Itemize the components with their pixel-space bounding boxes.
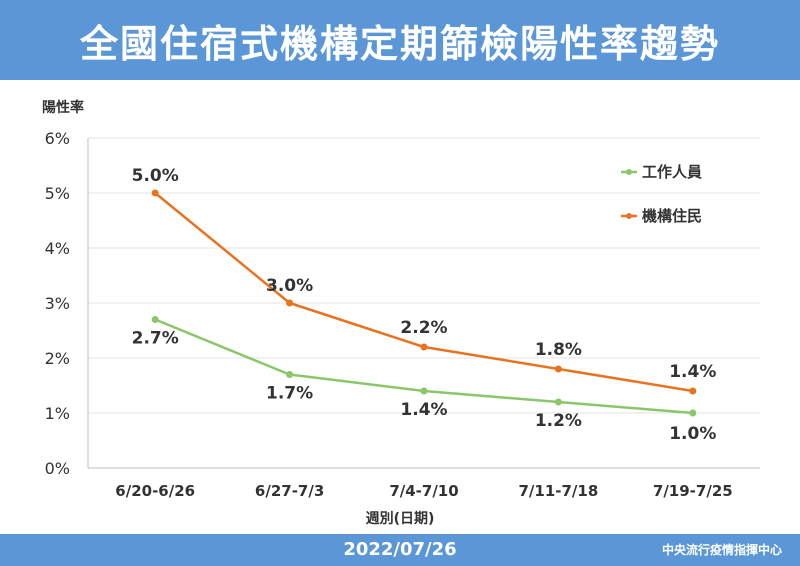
data-point bbox=[554, 365, 562, 373]
data-label: 1.8% bbox=[535, 340, 582, 360]
data-point bbox=[286, 299, 294, 307]
legend-label: 機構住民 bbox=[642, 207, 702, 225]
x-tick-label: 7/11-7/18 bbox=[518, 482, 598, 500]
data-point bbox=[689, 409, 697, 417]
data-point bbox=[420, 387, 428, 395]
y-tick-label: 4% bbox=[45, 239, 70, 258]
y-tick-label: 0% bbox=[45, 459, 70, 478]
data-label: 1.2% bbox=[535, 411, 582, 431]
legend-marker bbox=[626, 213, 632, 219]
data-point bbox=[151, 316, 159, 323]
page-title: 全國住宿式機構定期篩檢陽性率趨勢 bbox=[79, 21, 720, 66]
data-point bbox=[151, 189, 159, 197]
data-label: 1.0% bbox=[669, 424, 716, 444]
footer-bar: 2022/07/26 中央流行疫情指揮中心 bbox=[0, 534, 800, 566]
x-tick-label: 6/20-6/26 bbox=[115, 482, 195, 500]
y-tick-label: 3% bbox=[45, 294, 70, 313]
legend-label: 工作人員 bbox=[642, 163, 702, 181]
data-point bbox=[554, 398, 562, 406]
header-banner: 全國住宿式機構定期篩檢陽性率趨勢 bbox=[0, 0, 800, 80]
line-chart: 陽性率 週別(日期) 0% 1% 2% 3% 4% 5% 6% 6/20-6/26 6/27-7… bbox=[42, 99, 760, 527]
x-tick-label: 7/4-7/10 bbox=[389, 482, 458, 500]
x-tick-label: 7/19-7/25 bbox=[653, 482, 733, 500]
y-tick-label: 2% bbox=[45, 349, 70, 368]
legend-marker bbox=[626, 169, 632, 175]
data-label: 1.7% bbox=[266, 384, 313, 404]
chart-area: 陽性率 週別(日期) 0% 1% 2% 3% 4% 5% 6% 6/20-6/26 6/27-7… bbox=[0, 80, 800, 534]
y-tick-label: 6% bbox=[45, 129, 70, 148]
y-tick-label: 5% bbox=[45, 184, 70, 203]
y-axis-label: 陽性率 bbox=[42, 99, 84, 116]
x-axis-label: 週別(日期) bbox=[366, 511, 435, 527]
data-label: 5.0% bbox=[132, 166, 179, 186]
data-label: 2.7% bbox=[132, 329, 179, 349]
data-label: 3.0% bbox=[266, 276, 313, 296]
data-point bbox=[286, 371, 294, 378]
x-tick-label: 6/27-7/3 bbox=[255, 482, 324, 500]
data-point bbox=[420, 343, 428, 351]
source-label: 中央流行疫情指揮中心 bbox=[661, 543, 782, 557]
data-point bbox=[689, 387, 697, 395]
data-label: 1.4% bbox=[669, 362, 716, 382]
y-tick-label: 1% bbox=[45, 404, 70, 423]
report-date: 2022/07/26 bbox=[343, 539, 457, 560]
data-label: 1.4% bbox=[400, 400, 447, 420]
data-label: 2.2% bbox=[400, 318, 447, 338]
series-line bbox=[154, 192, 694, 393]
